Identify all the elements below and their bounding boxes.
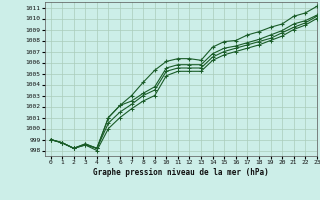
- X-axis label: Graphe pression niveau de la mer (hPa): Graphe pression niveau de la mer (hPa): [93, 168, 269, 177]
